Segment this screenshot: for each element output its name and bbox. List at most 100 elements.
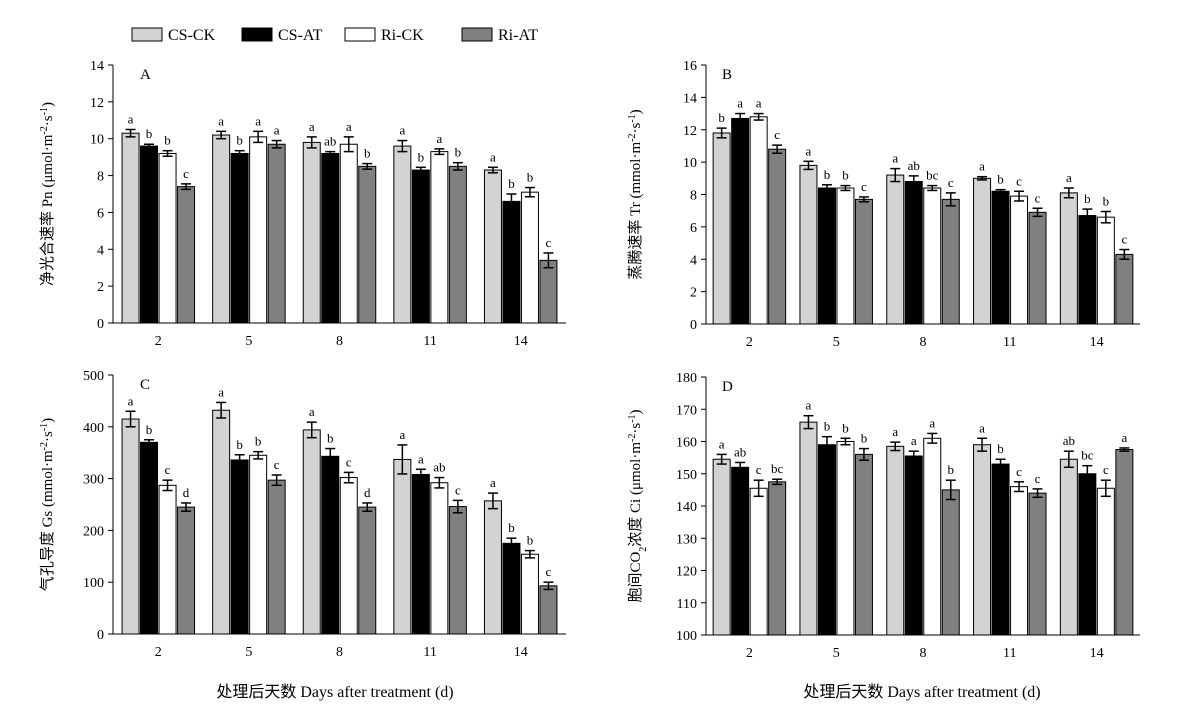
significance-label: a: [892, 424, 898, 439]
significance-label: a: [399, 123, 405, 138]
significance-label: c: [861, 179, 867, 194]
panel-letter-c: C: [140, 377, 150, 393]
x-axis-title-left: 处理后天数 Days after treatment (d): [216, 683, 453, 701]
bar-ri-at: [358, 165, 377, 324]
bar-ri-at: [854, 453, 873, 636]
significance-label: b: [236, 437, 243, 452]
y-axis-label-part: 气孔导度 Gs (mmol·m: [39, 450, 56, 591]
significance-label: a: [418, 451, 424, 466]
bar-ri-ck: [158, 484, 177, 635]
significance-label: b: [1103, 193, 1110, 208]
significance-label: b: [842, 420, 849, 435]
significance-label: b: [527, 533, 534, 548]
y-tick-label: 8: [690, 189, 697, 204]
bar-ri-ck: [836, 441, 855, 636]
significance-label: a: [346, 119, 352, 134]
significance-label: c: [1103, 462, 1109, 477]
x-tick-label: 5: [833, 335, 840, 350]
bar-cs-at: [230, 459, 249, 635]
bar-cs-at: [991, 190, 1010, 325]
x-tick-label: 14: [514, 334, 528, 349]
significance-label: a: [979, 159, 985, 174]
y-tick-label: 100: [83, 576, 104, 591]
y-axis-label-part: -2: [627, 434, 638, 442]
y-axis-label-part: 净光合速率 Pn (μmol·m: [39, 134, 56, 286]
significance-label: b: [236, 133, 243, 148]
significance-label: b: [327, 431, 334, 446]
bar-cs-at: [904, 181, 923, 325]
y-tick-label: 0: [690, 318, 697, 333]
significance-label: c: [1016, 464, 1022, 479]
legend-label-ri-ck: Ri-CK: [381, 27, 424, 44]
bar-cs-at: [731, 466, 750, 636]
significance-label: a: [911, 433, 917, 448]
significance-label: b: [455, 145, 462, 160]
bar-ri-ck: [923, 437, 942, 636]
significance-label: a: [756, 96, 762, 111]
y-tick-label: 160: [676, 436, 697, 451]
y-axis-label-part: -1: [627, 114, 638, 122]
significance-label: a: [490, 149, 496, 164]
significance-label: bc: [926, 168, 939, 183]
significance-label: c: [346, 454, 352, 469]
significance-label: b: [997, 172, 1004, 187]
panel-letter-d: D: [722, 379, 733, 395]
bar-cs-ck: [712, 132, 731, 325]
significance-label: c: [948, 175, 954, 190]
x-tick-label: 14: [1090, 335, 1104, 350]
bar-ri-at: [539, 585, 558, 635]
bar-cs-ck: [121, 132, 140, 324]
x-tick-label: 8: [920, 646, 927, 661]
y-tick-label: 10: [683, 156, 697, 171]
bar-ri-at: [448, 165, 467, 324]
bar-cs-at: [230, 152, 249, 324]
x-tick-label: 2: [746, 335, 753, 350]
y-tick-label: 16: [683, 59, 697, 74]
y-axis-label-b: 蒸腾速率 Tr (mmol·m-2·s-1): [627, 109, 645, 279]
y-axis-label-part: ·s: [628, 423, 644, 434]
panel-c: 0 100 200 300 400 500 C 气孔导度 Gs (mmol·m-2·s-1) 2…: [39, 369, 566, 660]
significance-label: b: [146, 126, 153, 141]
bar-ri-ck: [1096, 487, 1115, 636]
y-axis-label-part: -1: [627, 414, 638, 422]
bar-cs-at: [411, 473, 430, 635]
y-tick-label: 130: [676, 532, 697, 547]
y-axis-label-c: 气孔导度 Gs (mmol·m-2·s-1): [39, 418, 57, 591]
bar-ri-at: [358, 506, 377, 635]
significance-label: a: [1066, 170, 1072, 185]
significance-label: b: [861, 431, 868, 446]
bar-ri-at: [1028, 211, 1047, 325]
y-tick-label: 0: [97, 628, 104, 643]
bar-ri-at: [177, 506, 196, 635]
y-axis-label-part: ): [628, 409, 644, 414]
bar-cs-ck: [212, 409, 231, 635]
significance-label: a: [255, 113, 261, 128]
bar-cs-ck: [121, 418, 140, 635]
bar-ri-at: [1028, 492, 1047, 636]
legend-label-ri-at: Ri-AT: [498, 27, 538, 44]
bar-ri-ck: [430, 151, 449, 324]
bar-ri-at: [267, 479, 286, 635]
bar-ri-ck: [923, 187, 942, 325]
y-axis-label-part: -2: [39, 442, 50, 450]
bar-cs-at: [411, 169, 430, 324]
x-tick-label: 11: [423, 334, 436, 349]
significance-label: b: [508, 176, 515, 191]
bar-cs-at: [1078, 215, 1097, 325]
significance-label: a: [806, 398, 812, 413]
y-axis-label-part: ): [40, 418, 56, 423]
y-tick-label: 14: [683, 91, 697, 106]
legend-label-cs-at: CS-AT: [278, 27, 323, 44]
bar-cs-at: [904, 455, 923, 636]
significance-label: a: [436, 131, 442, 146]
significance-label: a: [399, 427, 405, 442]
legend-swatch-ri-ck: [344, 27, 376, 42]
significance-label: c: [183, 166, 189, 181]
bar-cs-at: [321, 455, 340, 635]
bar-cs-at: [502, 200, 521, 324]
y-axis-label-part: ): [628, 109, 644, 114]
bar-ri-at: [941, 489, 960, 636]
significance-label: bc: [1081, 448, 1094, 463]
